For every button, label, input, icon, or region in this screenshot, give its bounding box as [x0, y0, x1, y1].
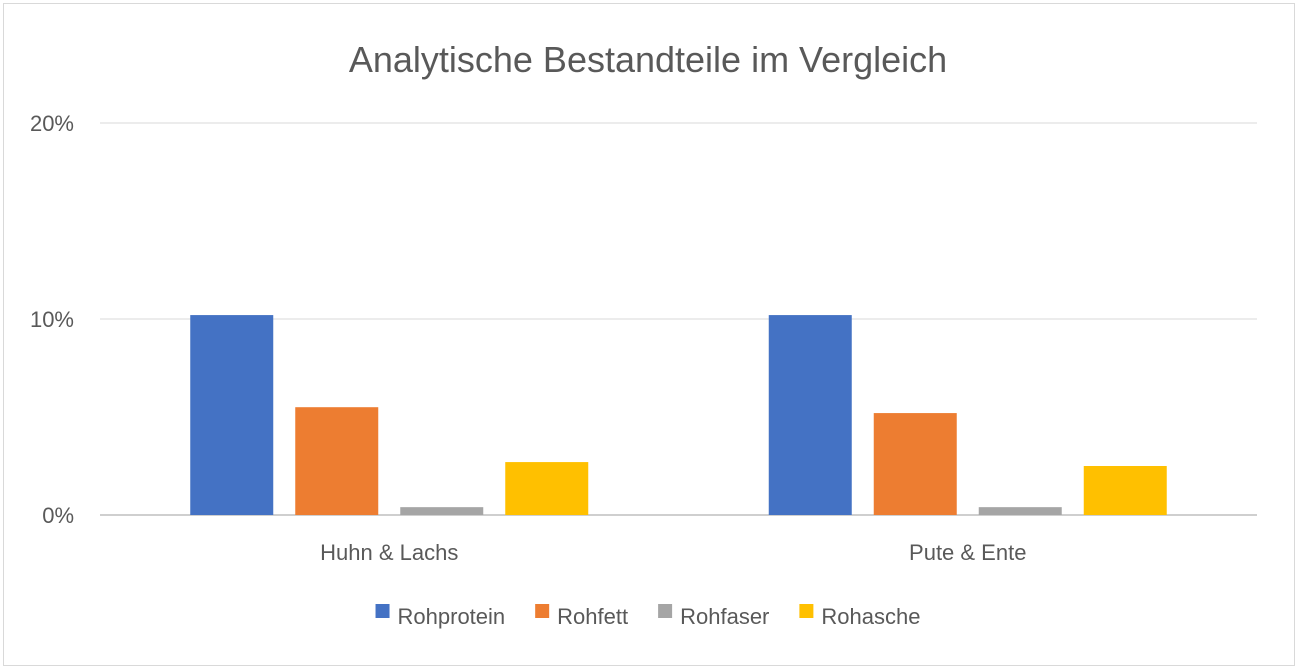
legend-swatch — [375, 604, 390, 618]
legend-item: Rohasche — [799, 604, 920, 629]
bar-rohprotein-1 — [190, 315, 274, 515]
y-tick-label: 20% — [30, 111, 74, 136]
y-tick-label: 10% — [30, 307, 74, 332]
legend-item: Rohfett — [535, 604, 628, 629]
bars — [190, 315, 1167, 515]
bar-rohasche-1 — [505, 462, 589, 515]
gridlines — [100, 122, 1257, 516]
legend-swatch — [658, 604, 673, 618]
legend-swatch — [799, 604, 814, 618]
legend-swatch — [535, 604, 550, 618]
bar-rohfett-2 — [873, 413, 957, 515]
bar-rohfaser-2 — [978, 507, 1062, 515]
legend-item: Rohprotein — [375, 604, 506, 629]
x-axis-categories: Huhn & Lachs Pute & Ente — [320, 540, 1026, 565]
x-category-label: Huhn & Lachs — [320, 540, 458, 565]
bar-rohfett-1 — [295, 407, 379, 515]
bar-rohfaser-1 — [400, 507, 484, 515]
legend-label: Rohfett — [557, 604, 628, 629]
bar-rohprotein-2 — [768, 315, 852, 515]
legend: Rohprotein Rohfett Rohfaser Rohasche — [375, 604, 920, 629]
y-axis-ticks: 0% 10% 20% — [30, 111, 74, 528]
legend-label: Rohasche — [821, 604, 920, 629]
bar-rohasche-2 — [1083, 466, 1167, 515]
legend-label: Rohprotein — [398, 604, 506, 629]
legend-item: Rohfaser — [658, 604, 769, 629]
chart-title: Analytische Bestandteile im Vergleich — [349, 39, 947, 80]
x-category-label: Pute & Ente — [909, 540, 1026, 565]
y-tick-label: 0% — [42, 503, 74, 528]
legend-label: Rohfaser — [680, 604, 769, 629]
